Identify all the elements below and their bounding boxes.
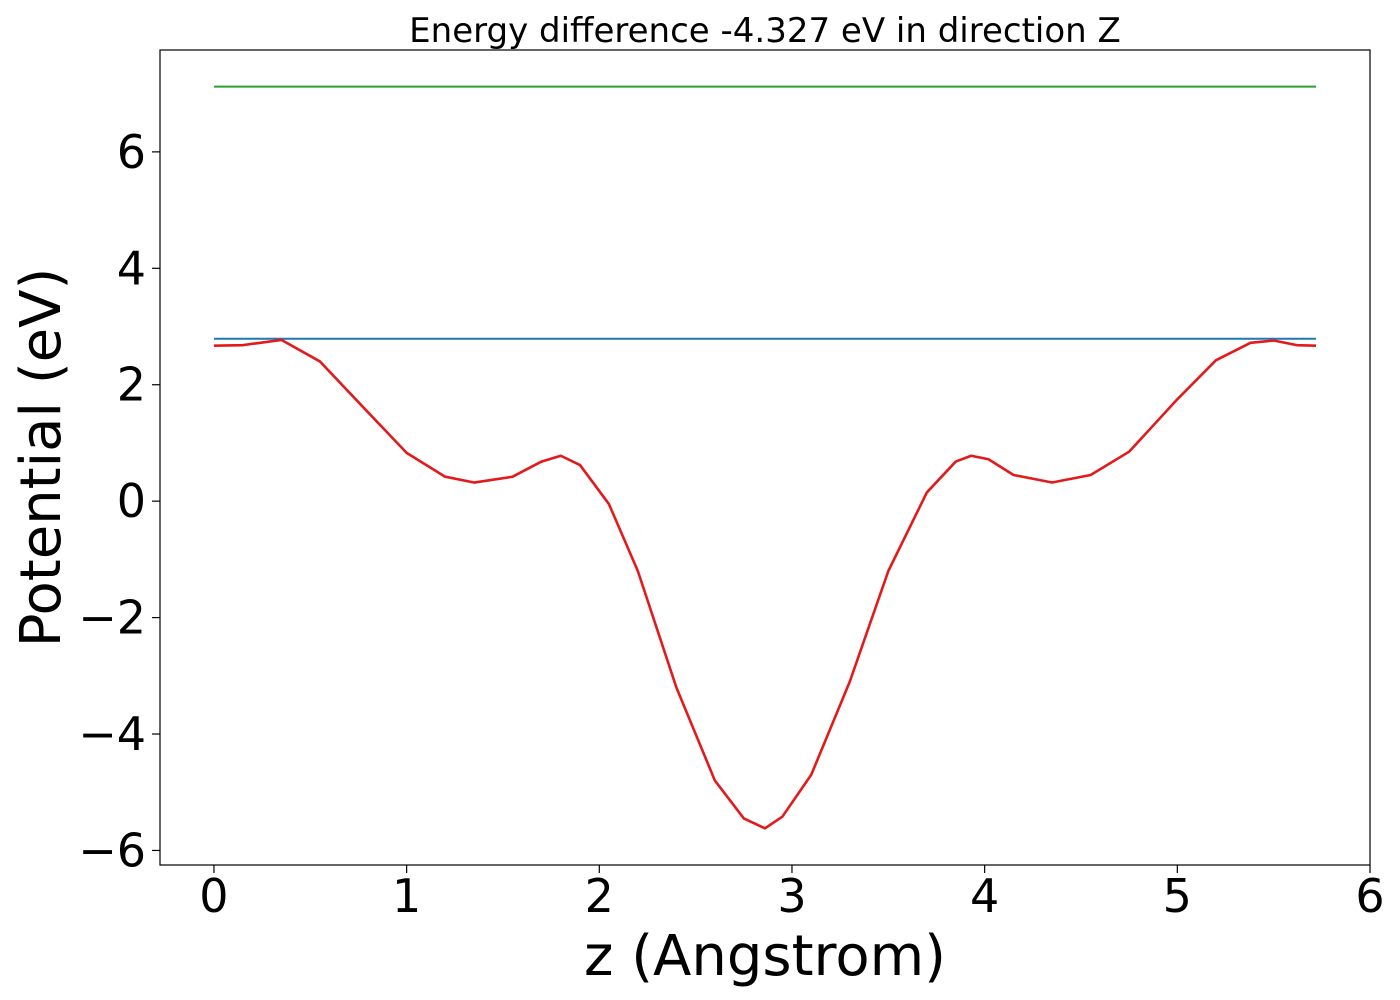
series-line-3 xyxy=(213,338,1317,830)
x-tick-label: 0 xyxy=(199,869,228,923)
y-axis-label: Potential (eV) xyxy=(9,268,74,648)
y-tick-label: −4 xyxy=(78,707,146,761)
chart-title: Energy difference -4.327 eV in direction… xyxy=(409,11,1121,51)
y-tick-label: −2 xyxy=(78,591,146,645)
x-tick-label: 3 xyxy=(777,869,806,923)
x-tick-label: 4 xyxy=(970,869,999,923)
y-axis: −6 −4 −2 0 2 4 6 xyxy=(78,125,160,877)
y-tick-label: 0 xyxy=(117,474,146,528)
y-tick-label: 4 xyxy=(117,241,146,295)
x-tick-label: 2 xyxy=(585,869,614,923)
y-tick-label: −6 xyxy=(78,823,146,877)
x-tick-label: 1 xyxy=(392,869,421,923)
y-tick-label: 6 xyxy=(117,125,146,179)
x-axis-label: z (Angstrom) xyxy=(584,924,946,989)
series-layer xyxy=(213,85,1317,830)
plot-frame xyxy=(159,49,1371,866)
x-axis: 0 1 2 3 4 5 6 xyxy=(199,865,1385,923)
y-tick-label: 2 xyxy=(117,358,146,412)
x-tick-label: 6 xyxy=(1355,869,1384,923)
x-tick-label: 5 xyxy=(1163,869,1192,923)
